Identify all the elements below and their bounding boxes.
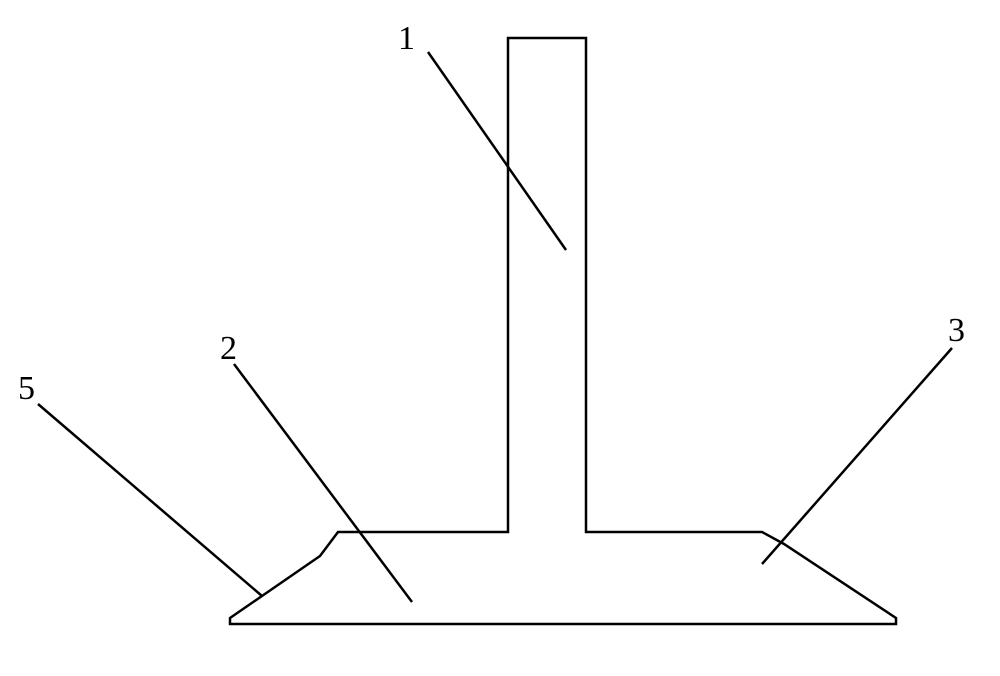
leader-line-3: [762, 348, 952, 564]
callout-label-1: 1: [398, 20, 415, 58]
diagram-svg: [0, 0, 1000, 676]
leader-line-1: [428, 52, 566, 250]
t-profile-outline: [230, 38, 896, 624]
leader-line-5: [38, 404, 262, 596]
callout-label-3: 3: [948, 312, 965, 350]
callout-label-5: 5: [18, 370, 35, 408]
callout-label-2: 2: [220, 330, 237, 368]
leader-line-2: [234, 364, 412, 602]
